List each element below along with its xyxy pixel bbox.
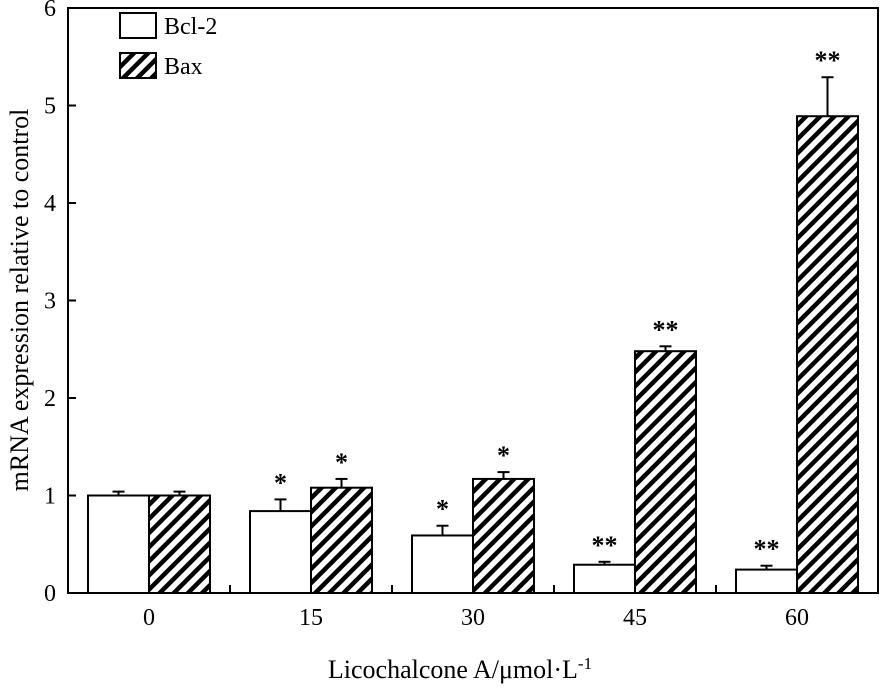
x-tick-label: 45 <box>623 605 647 631</box>
bar-bax-30 <box>472 477 535 594</box>
y-tick-label: 0 <box>44 581 56 607</box>
legend-swatch-bax <box>119 52 157 79</box>
y-tick-label: 6 <box>44 0 56 22</box>
y-tick-label: 2 <box>44 386 56 412</box>
legend: Bcl-2 Bax <box>119 12 217 80</box>
bar-bax-45 <box>634 350 697 595</box>
bar-bcl-2-45 <box>573 563 636 594</box>
x-axis-title-superscript: -1 <box>578 654 592 673</box>
y-axis-title: mRNA expression relative to control <box>5 109 34 492</box>
bar-bcl-2-60 <box>735 568 798 594</box>
significance-label: * <box>436 495 449 524</box>
x-tick-label: 30 <box>461 605 485 631</box>
legend-label-bcl-2: Bcl-2 <box>164 14 217 40</box>
x-tick-label: 60 <box>785 605 809 631</box>
x-axis-title: Licochalcone A/μmol·L-1 <box>328 654 592 685</box>
significance-label: ** <box>592 531 618 560</box>
legend-label-bax: Bax <box>164 54 203 80</box>
legend-swatch-bcl-2 <box>119 12 157 39</box>
bar-bax-15 <box>310 486 373 595</box>
significance-label: ** <box>815 46 841 75</box>
significance-label: ** <box>653 315 679 344</box>
y-tick-label: 5 <box>44 94 56 120</box>
bar-bcl-2-15 <box>249 510 312 595</box>
significance-label: * <box>497 441 510 470</box>
bar-bax-60 <box>796 115 859 594</box>
significance-label: * <box>335 448 348 477</box>
y-tick-label: 1 <box>44 484 56 510</box>
bar-bcl-2-30 <box>411 534 474 594</box>
x-tick-label: 0 <box>143 605 155 631</box>
bar-bax-0 <box>148 494 211 594</box>
y-tick-label: 3 <box>44 289 56 315</box>
x-tick-label: 15 <box>299 605 323 631</box>
significance-label: ** <box>754 535 780 564</box>
y-tick-label: 4 <box>44 191 56 217</box>
significance-label: * <box>274 468 287 497</box>
bar-bcl-2-0 <box>87 494 150 594</box>
